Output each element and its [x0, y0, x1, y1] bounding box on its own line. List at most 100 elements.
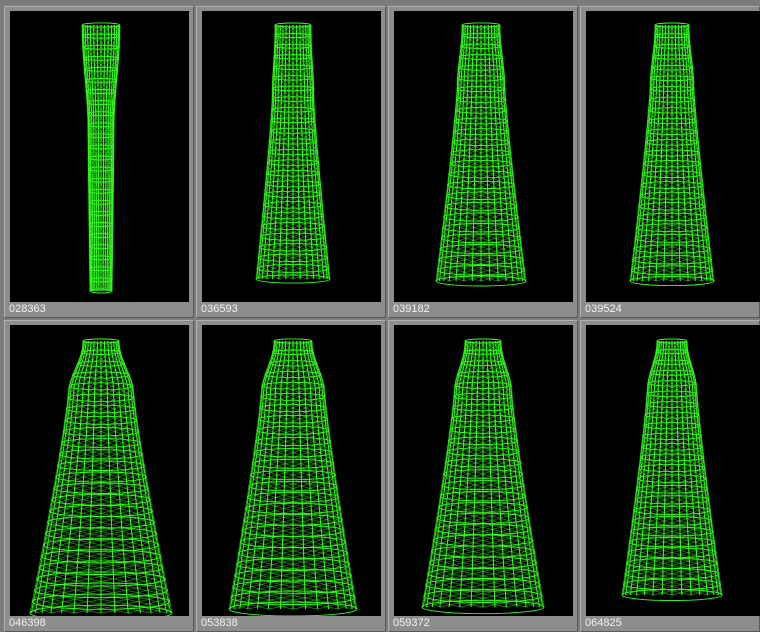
wireframe-ring — [88, 210, 114, 216]
wireframe-ring — [230, 590, 356, 606]
wireframe-ring — [649, 369, 695, 376]
thumbnail-cell[interactable]: 039524 — [580, 6, 760, 318]
wireframe-viewport — [586, 11, 760, 302]
wireframe-ring — [453, 392, 513, 401]
wireframe-ring — [652, 54, 692, 60]
wireframe-ring — [82, 55, 120, 61]
wireframe-meridian — [258, 24, 277, 280]
wireframe-brace — [291, 24, 315, 280]
wireframe-ring — [644, 138, 700, 146]
wireframe-meridian — [110, 340, 141, 614]
wireframe-meridian — [499, 24, 527, 282]
wireframe-ring — [272, 64, 314, 70]
wireframe-ring — [65, 404, 137, 414]
wireframe-brace — [449, 340, 485, 608]
wireframe-ring — [232, 579, 354, 594]
wireframe-ring — [57, 460, 145, 471]
wireframe-meridian — [87, 25, 94, 291]
wireframe-ring — [443, 469, 523, 479]
wireframe-brace — [625, 340, 665, 596]
wireframe-brace — [299, 24, 325, 280]
thumbnail-cell[interactable]: 028363 — [4, 6, 194, 318]
wireframe-ring — [260, 392, 326, 401]
thumbnail-cell[interactable]: 053838 — [196, 320, 386, 632]
thumbnail-cell[interactable]: 064825 — [580, 320, 760, 632]
wireframe-ring — [629, 275, 715, 287]
wireframe-ring — [256, 263, 330, 273]
wireframe-brace — [487, 24, 520, 282]
wireframe-ring — [261, 211, 325, 220]
wireframe-brace — [291, 340, 328, 610]
wireframe-meridian — [296, 25, 301, 280]
wireframe-ring — [642, 160, 702, 168]
wireframe-brace — [636, 24, 667, 282]
wireframe-meridian — [636, 340, 662, 596]
wireframe-ring — [423, 588, 543, 603]
wireframe-brace — [498, 24, 525, 282]
wireframe-ring — [253, 447, 333, 458]
thumbnail-cell[interactable]: 059372 — [388, 320, 578, 632]
wireframe-brace — [631, 24, 657, 282]
wireframe-meridian — [435, 24, 463, 282]
wireframe-meridian — [636, 24, 659, 282]
wireframe-meridian — [459, 340, 477, 608]
wireframe-meridian — [296, 340, 306, 610]
thumbnail-label: 028363 — [9, 303, 46, 315]
wireframe-meridian — [448, 24, 469, 282]
wireframe-ring — [89, 255, 113, 261]
thumbnail-cell[interactable]: 046398 — [4, 320, 194, 632]
wireframe-ring — [633, 244, 711, 254]
wireframe-ring — [81, 349, 121, 355]
wireframe-brace — [623, 340, 659, 596]
wireframe-ring — [464, 338, 502, 344]
wireframe-ring — [439, 244, 523, 254]
wireframe-ring — [633, 505, 711, 515]
wireframe-ring — [263, 190, 323, 198]
wireframe-ring — [442, 223, 520, 233]
wireframe-brace — [87, 340, 129, 614]
wireframe-meridian — [108, 25, 115, 291]
wireframe-ring — [621, 589, 723, 601]
wireframe-ring — [88, 233, 114, 239]
wireframe-ring — [53, 482, 149, 494]
wireframe-meridian — [484, 25, 491, 282]
wireframe-ring — [438, 254, 524, 265]
wireframe-brace — [459, 340, 495, 608]
wireframe-ring — [446, 447, 520, 457]
wireframe-ring — [40, 549, 162, 564]
wireframe-ring — [647, 117, 697, 125]
wireframe-ring — [438, 501, 528, 513]
wireframe-meridian — [622, 340, 658, 596]
wireframe-ring — [456, 85, 506, 93]
wireframe-ring — [44, 527, 158, 541]
wireframe-ring — [642, 432, 702, 440]
wireframe-ring — [638, 202, 706, 211]
wireframe-ring — [88, 188, 114, 194]
wireframe-meridian — [268, 340, 287, 610]
wireframe-brace — [306, 340, 356, 610]
wireframe-meridian — [470, 340, 480, 608]
wireframe-ring — [89, 266, 113, 272]
wireframe-ring — [440, 233, 522, 244]
wireframe-brace — [73, 340, 115, 614]
wireframe-ring — [259, 232, 327, 241]
wireframe-meridian — [311, 340, 357, 610]
wireframe-shape — [421, 338, 545, 615]
wireframe-brace — [258, 340, 295, 610]
wireframe-ring — [457, 64, 505, 71]
wireframe-brace — [230, 340, 276, 610]
wireframe-mesh — [629, 22, 715, 287]
wireframe-ring — [88, 222, 114, 227]
thumbnail-cell[interactable]: 036593 — [196, 6, 386, 318]
wireframe-brace — [303, 340, 353, 610]
wireframe-ring — [250, 469, 336, 481]
thumbnail-label: 036593 — [201, 303, 238, 315]
wireframe-ring — [459, 54, 503, 60]
wireframe-brace — [113, 340, 171, 614]
wireframe-meridian — [439, 340, 471, 608]
wireframe-ring — [269, 127, 317, 134]
wireframe-brace — [426, 340, 474, 608]
wireframe-shape — [255, 22, 331, 284]
thumbnail-cell[interactable]: 039182 — [388, 6, 578, 318]
wireframe-brace — [436, 24, 468, 282]
